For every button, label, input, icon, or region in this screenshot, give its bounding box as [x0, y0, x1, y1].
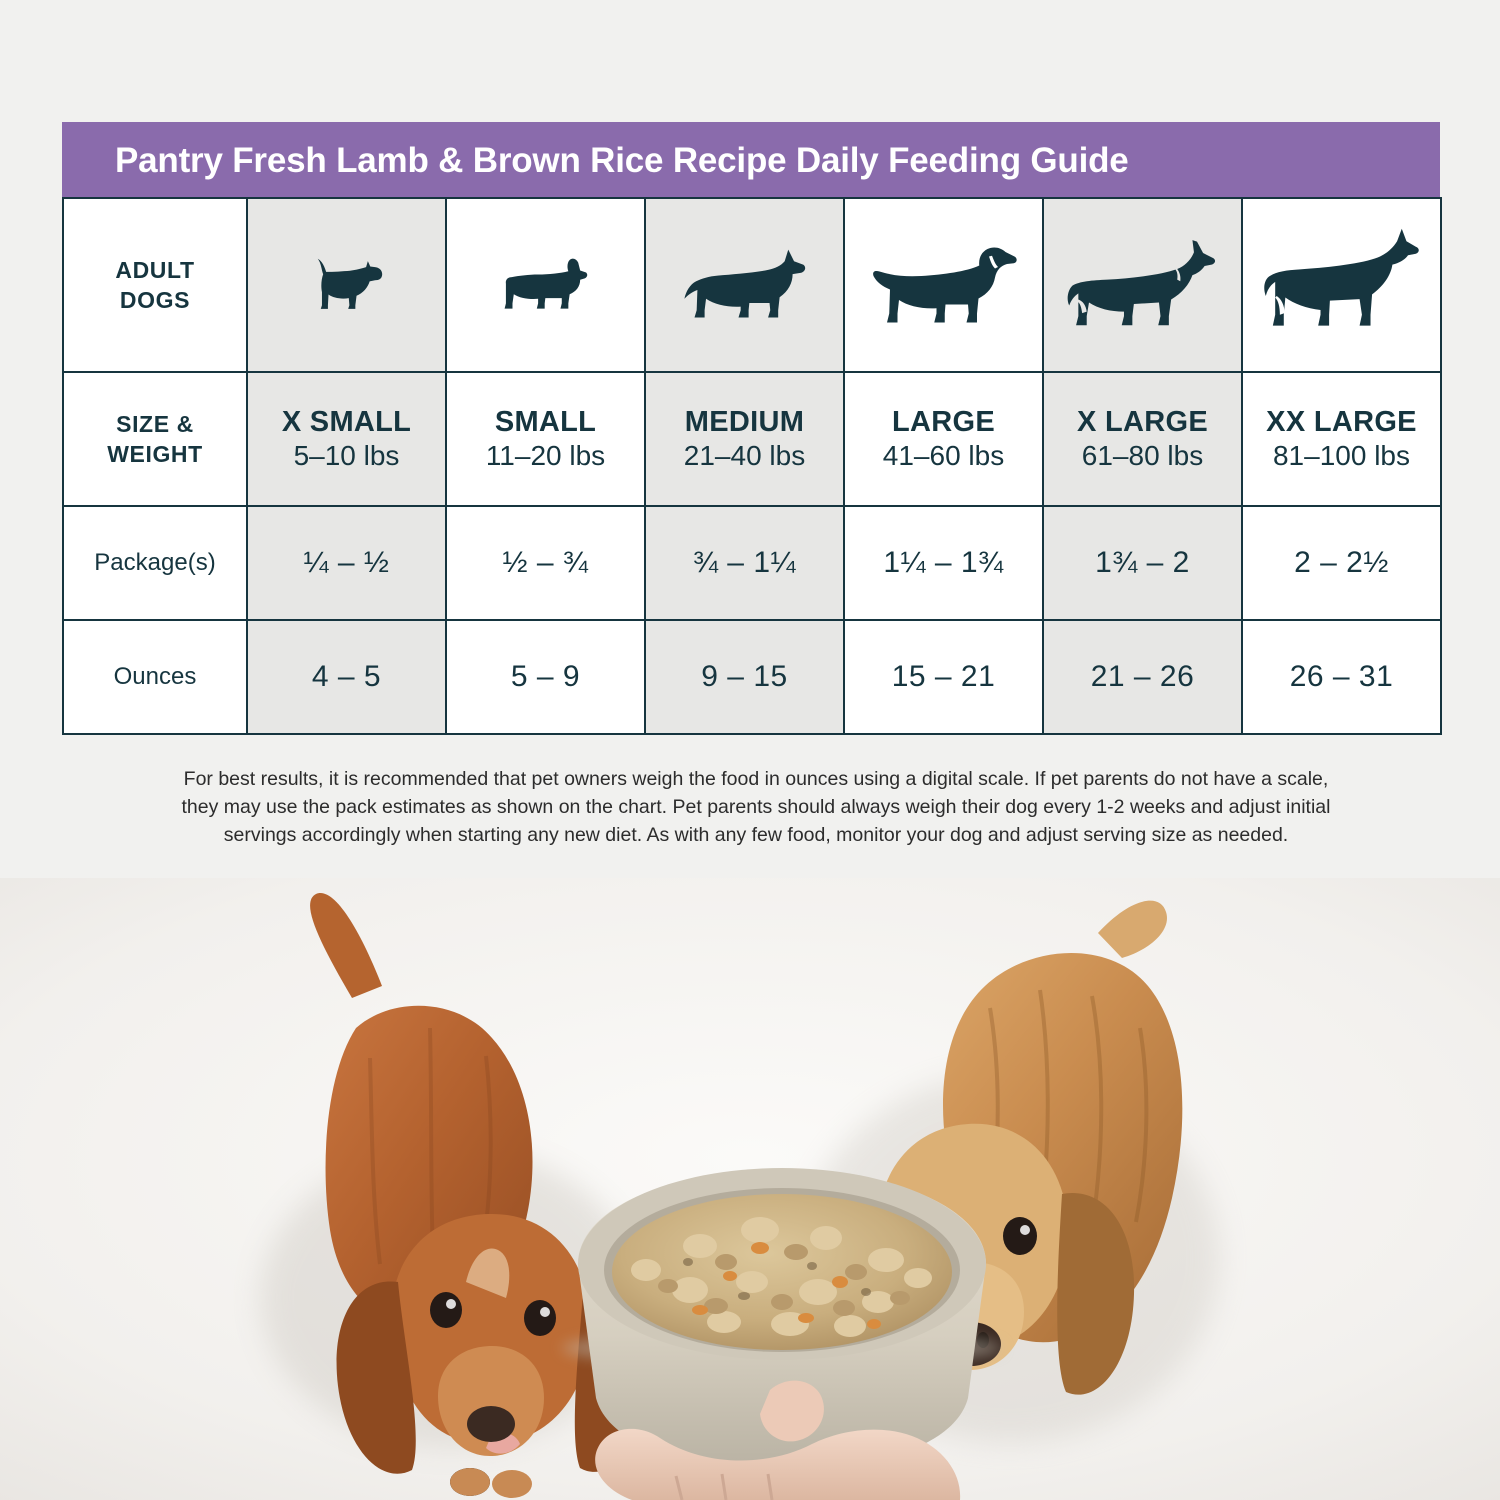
dachshund-red-smooth-coat — [310, 893, 651, 1498]
photo-illustration — [0, 878, 1500, 1500]
size-weight-medium: 21–40 lbs — [683, 440, 806, 471]
size-weight-x-small: 5–10 lbs — [293, 440, 400, 471]
ounces-value-medium: 9 – 15 — [701, 660, 788, 693]
golden-dog-eye-highlight-right — [1020, 1225, 1030, 1235]
feeding-guide: Pantry Fresh Lamb & Brown Rice Recipe Da… — [62, 122, 1442, 735]
cell-packages-medium: ¾ – 1¼ — [644, 505, 845, 621]
cell-icon-large — [843, 197, 1044, 373]
size-name-x-large: X LARGE — [1077, 406, 1208, 438]
red-dog-paw-right — [492, 1470, 532, 1498]
cell-size-large: LARGE 41–60 lbs — [843, 371, 1044, 507]
dog-greatdane-silhouette — [1263, 228, 1419, 326]
feeding-guide-table: ADULT DOGS — [62, 197, 1442, 735]
cell-size-x-small: X SMALL 5–10 lbs — [246, 371, 447, 507]
row-label-packages: Package(s) — [62, 505, 248, 621]
packages-value-x-small: ¼ – ½ — [303, 546, 390, 579]
size-name-large: LARGE — [892, 406, 995, 438]
red-dog-tail — [310, 893, 382, 998]
ounces-value-x-large: 21 – 26 — [1090, 660, 1195, 693]
feeding-guide-footnote: For best results, it is recommended that… — [181, 768, 1331, 846]
size-name-x-small: X SMALL — [281, 406, 412, 438]
cell-packages-large: 1¼ – 1¾ — [843, 505, 1044, 621]
cell-packages-small: ½ – ¾ — [445, 505, 646, 621]
cell-icon-xx-large — [1241, 197, 1442, 373]
size-name-xx-large: XX LARGE — [1266, 406, 1417, 438]
cell-packages-x-small: ¼ – ½ — [246, 505, 447, 621]
food-carrot-bits — [692, 1242, 881, 1329]
golden-dog-tail — [1098, 900, 1167, 958]
red-dog-eye-highlight-right — [540, 1307, 550, 1317]
size-weight-label-line1: SIZE & — [116, 411, 194, 437]
packages-value-x-large: 1¾ – 2 — [1095, 546, 1190, 579]
dog-labrador-silhouette — [872, 247, 1017, 323]
cell-size-small: SMALL 11–20 lbs — [445, 371, 646, 507]
table-row-size-weight: SIZE & WEIGHT X SMALL 5–10 lbs SMALL 11–… — [62, 371, 1442, 507]
golden-dog-eye-right — [1003, 1217, 1037, 1255]
packages-value-large: 1¼ – 1¾ — [883, 546, 1004, 579]
red-dog-nose — [467, 1406, 515, 1442]
ounces-value-small: 5 – 9 — [510, 660, 581, 693]
red-dog-forehead-blaze — [466, 1248, 510, 1298]
cell-icon-x-small — [246, 197, 447, 373]
hand-thumb — [760, 1380, 824, 1442]
dog-chihuahua-silhouette — [317, 258, 382, 309]
red-dog-paw-left — [450, 1468, 490, 1496]
red-dog-eye-highlight-left — [446, 1299, 456, 1309]
table-row-packages: Package(s) ¼ – ½ ½ – ¾ ¾ – 1¼ 1¼ – 1¾ 1¾… — [62, 505, 1442, 621]
size-weight-xx-large: 81–100 lbs — [1272, 440, 1410, 471]
size-name-medium: MEDIUM — [684, 406, 805, 438]
food-crumbs — [631, 1217, 932, 1337]
ounces-value-xx-large: 26 – 31 — [1289, 660, 1394, 693]
dog-germanshepherd-silhouette — [1067, 240, 1215, 326]
cell-ounces-xx-large: 26 – 31 — [1241, 619, 1442, 735]
size-weight-label-line2: WEIGHT — [107, 441, 203, 467]
golden-dog-right-ear — [1057, 1192, 1135, 1395]
cell-size-xx-large: XX LARGE 81–100 lbs — [1241, 371, 1442, 507]
row-label-ounces: Ounces — [62, 619, 248, 735]
dog-frenchbulldog-silhouette — [504, 258, 587, 309]
cell-packages-xx-large: 2 – 2½ — [1241, 505, 1442, 621]
hand-finger-lines — [674, 1473, 774, 1500]
product-lifestyle-photo — [0, 878, 1500, 1500]
adult-dogs-label-line2: DOGS — [119, 287, 191, 313]
cell-ounces-large: 15 – 21 — [843, 619, 1044, 735]
cell-ounces-x-large: 21 – 26 — [1042, 619, 1243, 735]
ounces-value-x-small: 4 – 5 — [311, 660, 382, 693]
size-weight-small: 11–20 lbs — [485, 440, 606, 471]
size-weight-x-large: 61–80 lbs — [1081, 440, 1204, 471]
packages-value-small: ½ – ¾ — [502, 546, 589, 579]
page-title: Pantry Fresh Lamb & Brown Rice Recipe Da… — [62, 122, 1440, 197]
cell-icon-medium — [644, 197, 845, 373]
hand-palm — [595, 1428, 961, 1500]
cell-ounces-small: 5 – 9 — [445, 619, 646, 735]
red-dog-muzzle — [438, 1346, 544, 1456]
cell-size-medium: MEDIUM 21–40 lbs — [644, 371, 845, 507]
packages-label: Package(s) — [94, 549, 216, 576]
red-dog-eye-left — [430, 1292, 462, 1328]
packages-value-medium: ¾ – 1¼ — [692, 546, 797, 579]
cell-ounces-medium: 9 – 15 — [644, 619, 845, 735]
cell-ounces-x-small: 4 – 5 — [246, 619, 447, 735]
cell-size-x-large: X LARGE 61–80 lbs — [1042, 371, 1243, 507]
red-dog-left-ear — [336, 1281, 416, 1474]
row-label-size-weight: SIZE & WEIGHT — [62, 371, 248, 507]
cell-packages-x-large: 1¾ – 2 — [1042, 505, 1243, 621]
dog-bulldog-terrier-silhouette — [683, 249, 805, 318]
red-dog-eye-right — [524, 1300, 556, 1336]
adult-dogs-label-line1: ADULT — [115, 257, 195, 283]
human-hand — [595, 1380, 961, 1500]
table-row-adult-dogs: ADULT DOGS — [62, 197, 1442, 373]
food-bowl-ceramic — [562, 1168, 1002, 1470]
cell-icon-x-large — [1042, 197, 1243, 373]
packages-value-xx-large: 2 – 2½ — [1294, 546, 1389, 579]
size-name-small: SMALL — [494, 406, 597, 438]
size-weight-large: 41–60 lbs — [882, 440, 1005, 471]
table-row-ounces: Ounces 4 – 5 5 – 9 9 – 15 15 – 21 21 – 2… — [62, 619, 1442, 735]
row-label-adult-dogs: ADULT DOGS — [62, 197, 248, 373]
ounces-label: Ounces — [113, 663, 197, 690]
ounces-value-large: 15 – 21 — [891, 660, 996, 693]
cell-icon-small — [445, 197, 646, 373]
